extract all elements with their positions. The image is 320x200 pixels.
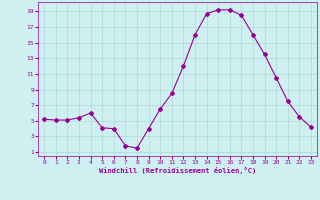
X-axis label: Windchill (Refroidissement éolien,°C): Windchill (Refroidissement éolien,°C) [99,167,256,174]
